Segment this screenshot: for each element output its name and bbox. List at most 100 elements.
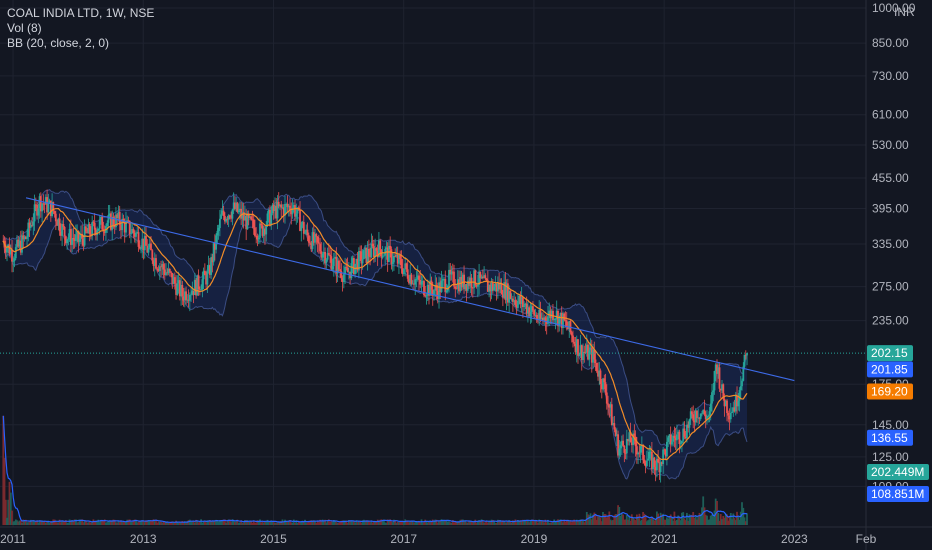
candle-body	[363, 250, 365, 260]
candle	[400, 250, 403, 274]
candle-body	[247, 213, 250, 218]
candle-body	[261, 225, 264, 236]
volume-bar	[628, 515, 631, 525]
volume-bar	[459, 519, 462, 525]
volume-bar	[724, 513, 727, 525]
candle	[201, 271, 204, 298]
candle-body	[221, 210, 224, 215]
volume-bar	[359, 521, 361, 525]
candle-body	[706, 416, 708, 420]
candle-body	[314, 234, 316, 243]
volume-bar	[688, 514, 691, 525]
volume-bar	[65, 520, 67, 525]
volume-bar	[321, 519, 324, 525]
candle-body	[545, 321, 548, 324]
volume-bar	[413, 522, 415, 525]
candle-body	[312, 232, 315, 243]
volume-bar	[653, 520, 656, 525]
volume-bar	[691, 514, 693, 525]
time-axis[interactable]: 2011 2013 2015 2017 2019 2021 2023 Feb	[0, 532, 877, 546]
candle	[91, 215, 94, 241]
candle-body	[569, 321, 572, 333]
candle-body	[13, 258, 16, 262]
candle-body	[325, 259, 328, 264]
candle-body	[560, 313, 563, 328]
volume-bar	[72, 520, 75, 525]
candle	[249, 215, 251, 221]
candle	[529, 302, 532, 324]
candle	[702, 409, 705, 415]
volume-bar	[235, 520, 238, 525]
bollinger-indicator-label[interactable]: BB (20, close, 2, 0)	[7, 36, 110, 50]
candle-body	[738, 390, 741, 401]
candle	[708, 406, 711, 423]
volume-bar	[76, 522, 78, 525]
candle-body	[240, 208, 243, 219]
candle-body	[451, 271, 454, 273]
candle-body	[133, 232, 136, 237]
volume-bar	[331, 521, 334, 525]
volume-bar	[260, 522, 263, 525]
volume-bar	[21, 522, 23, 525]
candle	[464, 283, 467, 292]
candle-body	[426, 284, 429, 296]
volume-bar	[722, 516, 725, 525]
bb-basis-tag-text: 169.20	[871, 385, 908, 399]
candle-body	[624, 452, 627, 454]
candle	[647, 448, 649, 461]
volume-bar	[19, 520, 22, 525]
volume-bar	[497, 519, 499, 525]
candle-body	[403, 268, 405, 275]
candle-body	[252, 219, 255, 228]
candle-body	[508, 290, 510, 303]
candle-body	[598, 370, 601, 377]
volume-bar	[565, 520, 568, 525]
candle-body	[523, 305, 526, 307]
symbol-title[interactable]: COAL INDIA LTD, 1W, NSE	[7, 6, 155, 20]
volume-bar	[485, 520, 488, 525]
volume-bar	[301, 520, 304, 525]
candle-body	[321, 253, 324, 258]
candle	[689, 408, 692, 426]
candle	[314, 229, 316, 254]
volume-bar	[583, 522, 586, 525]
candle-body	[274, 205, 276, 211]
candle	[182, 287, 185, 307]
volume-bar	[12, 521, 15, 525]
candle	[578, 353, 581, 357]
volume-bar	[373, 521, 375, 525]
candle	[519, 291, 522, 309]
candle-body	[46, 197, 48, 213]
volume-bar	[85, 520, 87, 525]
candle	[440, 270, 443, 293]
candle-body	[721, 384, 723, 391]
volume-bar	[168, 522, 171, 525]
candle	[630, 437, 633, 453]
candle-body	[408, 278, 410, 284]
trendline[interactable]	[25, 197, 795, 382]
volume-bar	[225, 522, 227, 525]
candle-body	[664, 449, 667, 457]
volume-bar	[113, 519, 116, 525]
candle	[486, 270, 489, 292]
candle	[724, 400, 727, 407]
volume-indicator-label[interactable]: Vol (8)	[7, 21, 42, 35]
volume-bar	[216, 520, 219, 525]
volume-bar	[414, 522, 417, 525]
volume-bar	[274, 522, 276, 525]
price-tick-label: 335.00	[872, 237, 909, 251]
volume-bar	[409, 521, 412, 525]
volume-bar	[3, 457, 6, 525]
candle-body	[53, 211, 56, 214]
grid	[0, 0, 867, 527]
candle	[58, 213, 61, 236]
candle-body	[66, 239, 68, 244]
candle-body	[216, 230, 219, 236]
volume-bar	[127, 519, 130, 525]
volume-bar	[431, 519, 434, 525]
candle-body	[39, 196, 42, 212]
volume-bar	[738, 519, 741, 525]
volume-bar	[66, 522, 68, 525]
price-tick-label: 610.00	[872, 108, 909, 122]
